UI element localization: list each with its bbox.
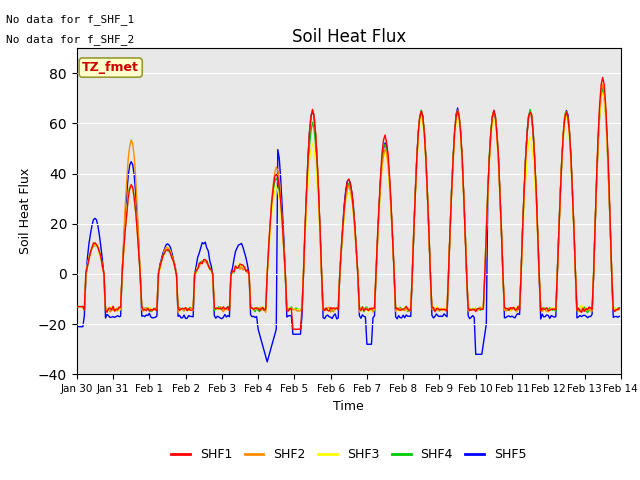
Title: Soil Heat Flux: Soil Heat Flux bbox=[292, 28, 406, 47]
Y-axis label: Soil Heat Flux: Soil Heat Flux bbox=[19, 168, 33, 254]
Legend: SHF1, SHF2, SHF3, SHF4, SHF5: SHF1, SHF2, SHF3, SHF4, SHF5 bbox=[166, 443, 532, 466]
X-axis label: Time: Time bbox=[333, 400, 364, 413]
Text: No data for f_SHF_2: No data for f_SHF_2 bbox=[6, 34, 134, 45]
Text: No data for f_SHF_1: No data for f_SHF_1 bbox=[6, 14, 134, 25]
Text: TZ_fmet: TZ_fmet bbox=[82, 61, 139, 74]
